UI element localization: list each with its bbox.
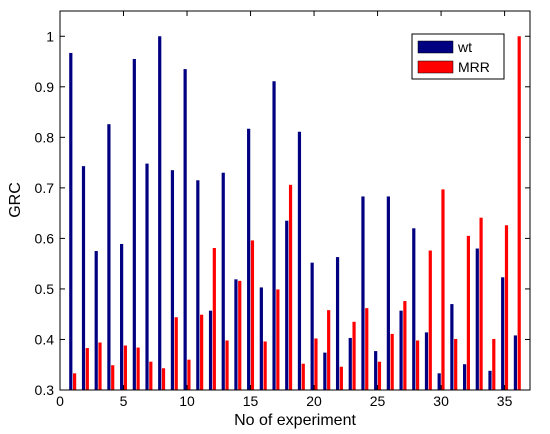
bar-wt-5 [120, 243, 124, 390]
y-tick-label: 0.4 [35, 331, 55, 347]
bar-mrr-11 [200, 314, 204, 390]
bar-wt-31 [450, 304, 454, 390]
legend-swatch-wt [417, 40, 454, 54]
bar-wt-36 [513, 335, 517, 390]
bar-mrr-19 [301, 363, 305, 390]
y-tick-label: 1 [46, 28, 54, 44]
bar-mrr-27 [403, 301, 407, 390]
bar-mrr-23 [352, 321, 356, 390]
bar-wt-23 [348, 337, 352, 390]
bar-mrr-14 [238, 280, 242, 390]
bar-wt-4 [107, 124, 111, 390]
x-tick-label: 5 [120, 393, 128, 409]
bar-mrr-1 [73, 373, 77, 390]
bars-group [69, 36, 521, 391]
legend-swatch-mrr [417, 60, 454, 74]
bar-wt-32 [462, 364, 467, 390]
x-tick-label: 15 [243, 393, 259, 409]
bar-mrr-5 [123, 345, 128, 390]
bar-wt-9 [170, 170, 175, 390]
bar-wt-10 [183, 69, 187, 391]
bar-mrr-6 [136, 347, 140, 390]
bar-mrr-34 [492, 338, 496, 390]
bar-mrr-3 [98, 342, 102, 390]
bar-wt-22 [335, 257, 340, 390]
y-tick-label: 0.5 [35, 281, 55, 297]
y-tick-label: 0.8 [35, 129, 55, 145]
bar-wt-15 [247, 128, 251, 391]
bar-wt-18 [285, 220, 289, 390]
bar-mrr-7 [149, 361, 153, 390]
bar-mrr-18 [288, 184, 293, 390]
ticks-group: 0 5 10 15 20 25 30 35 0.3 0.4 0.5 0.6 0.7 0.8 0.9 1 [35, 11, 530, 409]
bar-wt-26 [386, 196, 390, 390]
bar-wt-11 [196, 180, 200, 390]
bar-mrr-8 [161, 368, 166, 390]
bar-mrr-28 [415, 340, 420, 390]
bar-mrr-15 [250, 240, 255, 390]
bar-mrr-10 [187, 359, 191, 390]
bar-mrr-29 [428, 250, 432, 390]
bar-wt-17 [272, 81, 276, 391]
bar-wt-3 [94, 251, 98, 390]
bar-wt-35 [501, 277, 505, 390]
bar-mrr-31 [454, 338, 458, 390]
bar-wt-6 [132, 59, 136, 390]
bar-wt-12 [208, 310, 213, 390]
x-tick-label: 20 [306, 393, 322, 409]
bar-mrr-24 [365, 308, 369, 390]
bar-wt-2 [81, 166, 86, 390]
x-tick-label: 10 [179, 393, 195, 409]
bar-mrr-25 [377, 361, 382, 390]
bar-mrr-26 [390, 333, 394, 390]
bar-mrr-30 [441, 189, 445, 390]
legend-label-wt: wt [457, 39, 472, 55]
x-tick-label: 0 [56, 393, 64, 409]
y-tick-label: 0.6 [35, 230, 55, 246]
bar-wt-29 [424, 332, 429, 390]
x-axis-label: No of experiment [234, 412, 356, 429]
legend: wt MRR [411, 33, 505, 80]
bar-mrr-4 [111, 365, 115, 390]
bar-wt-27 [399, 310, 403, 390]
bar-wt-1 [69, 52, 73, 390]
plot-frame [59, 10, 531, 391]
bar-wt-7 [145, 163, 149, 390]
x-tick-label: 30 [433, 393, 449, 409]
bar-mrr-35 [504, 225, 509, 390]
bar-mrr-16 [263, 341, 267, 390]
bar-wt-13 [221, 172, 225, 390]
y-tick-label: 0.9 [35, 79, 55, 95]
bar-mrr-20 [314, 338, 318, 390]
bar-mrr-33 [479, 217, 483, 390]
y-axis-label: GRC [7, 182, 24, 218]
bar-mrr-13 [225, 340, 229, 390]
legend-label-mrr: MRR [458, 59, 490, 75]
x-tick-label: 35 [497, 393, 513, 409]
bar-wt-34 [488, 370, 492, 390]
bar-wt-8 [158, 36, 162, 391]
y-tick-label: 0.3 [35, 382, 55, 398]
bar-wt-24 [361, 196, 365, 390]
bar-wt-25 [374, 351, 378, 390]
x-tick-label: 25 [370, 393, 386, 409]
bar-mrr-32 [466, 235, 470, 390]
bar-mrr-2 [85, 348, 89, 390]
bar-mrr-21 [327, 310, 331, 390]
bar-wt-28 [412, 228, 416, 390]
bar-mrr-17 [276, 289, 280, 390]
y-tick-label: 0.7 [35, 180, 55, 196]
bar-wt-16 [259, 287, 263, 390]
bar-mrr-36 [517, 36, 521, 391]
bar-mrr-12 [212, 248, 216, 390]
bar-mrr-9 [174, 317, 178, 390]
bar-wt-21 [323, 352, 327, 390]
bar-wt-19 [297, 131, 302, 390]
bar-wt-30 [437, 373, 441, 390]
bar-mrr-22 [339, 366, 343, 390]
bar-wt-33 [475, 248, 479, 390]
bar-wt-20 [310, 262, 314, 390]
bar-wt-14 [234, 279, 238, 390]
